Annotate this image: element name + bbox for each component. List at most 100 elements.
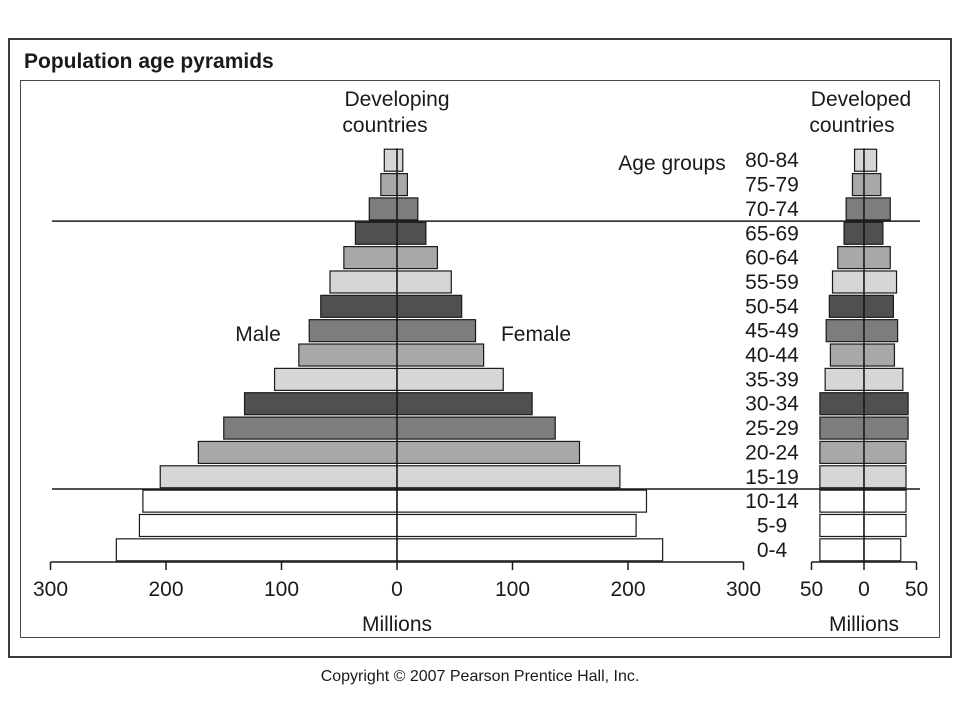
developed-male-bar xyxy=(831,270,865,294)
developing-x-axis-label: Millions xyxy=(362,613,432,636)
developing-male-bar xyxy=(320,294,398,318)
figure-frame xyxy=(8,38,952,658)
developing-female-bar xyxy=(396,294,463,318)
developed-title-line-1: Developed xyxy=(811,88,911,111)
developing-female-bar xyxy=(396,197,419,221)
developed-male-bar xyxy=(819,416,865,440)
bars-layer xyxy=(115,148,909,562)
axes-layer: 300 200 100 0 100 200 300 50 0 50 0-45-910-1415-19… xyxy=(33,148,928,601)
developing-male-bar xyxy=(329,270,398,294)
developed-male-bar xyxy=(824,367,865,391)
developing-female-bar xyxy=(396,343,485,367)
developed-male-bar xyxy=(828,294,865,318)
developing-male-bar xyxy=(273,367,398,391)
age-group-label: 80-84 xyxy=(745,149,799,172)
age-group-label: 0-4 xyxy=(757,539,788,562)
age-group-label: 75-79 xyxy=(745,174,799,197)
developed-male-bar xyxy=(819,440,865,465)
developed-female-bar xyxy=(863,367,904,391)
developed-female-bar xyxy=(863,538,902,562)
developed-female-bar xyxy=(863,246,891,270)
developing-male-bar xyxy=(354,221,398,245)
copyright-text: Copyright © 2007 Pearson Prentice Hall, … xyxy=(320,668,640,685)
developing-female-bar xyxy=(396,513,637,538)
developed-female-bar xyxy=(863,148,878,172)
developing-male-bar xyxy=(380,172,398,197)
developed-female-bar xyxy=(863,392,909,416)
developed-male-bar xyxy=(851,172,865,197)
age-group-label: 45-49 xyxy=(745,320,799,343)
developed-male-bar xyxy=(837,246,865,270)
developing-title-line-1: Developing xyxy=(344,88,449,111)
developed-female-bar xyxy=(863,221,884,245)
developed-male-bar xyxy=(819,489,865,513)
age-group-label: 30-34 xyxy=(745,393,799,416)
developing-x-tick-label: 200 xyxy=(610,578,645,601)
age-group-label: 40-44 xyxy=(745,344,799,367)
developing-male-bar xyxy=(115,538,398,562)
developed-male-bar xyxy=(819,392,865,416)
developed-female-bar xyxy=(863,343,896,367)
developing-male-bar xyxy=(368,197,398,221)
developing-x-tick-label: 100 xyxy=(264,578,299,601)
developing-female-bar xyxy=(396,148,404,172)
age-groups-label: Age groups xyxy=(618,152,725,175)
developed-male-bar xyxy=(845,197,865,221)
developing-female-bar xyxy=(396,270,452,294)
developing-male-bar xyxy=(383,148,398,172)
age-group-label: 25-29 xyxy=(745,417,799,440)
developing-x-tick-label: 100 xyxy=(495,578,530,601)
developing-male-bar xyxy=(308,319,398,343)
age-group-label: 35-39 xyxy=(745,368,799,391)
developing-x-tick-label: 200 xyxy=(148,578,183,601)
developed-female-bar xyxy=(863,465,907,489)
developed-male-bar xyxy=(843,221,865,245)
developing-female-bar xyxy=(396,416,556,440)
developing-female-bar xyxy=(396,367,504,391)
age-group-label: 50-54 xyxy=(745,295,799,318)
developing-x-tick-label: 0 xyxy=(391,578,403,601)
developing-male-bar xyxy=(243,392,398,416)
age-group-label: 5-9 xyxy=(757,514,787,537)
developed-male-bar xyxy=(819,513,865,538)
developing-male-bar xyxy=(159,465,398,489)
developing-female-bar xyxy=(396,221,427,245)
developed-female-bar xyxy=(863,440,907,465)
developing-male-bar xyxy=(298,343,398,367)
developed-male-bar xyxy=(829,343,865,367)
developing-female-bar xyxy=(396,172,408,197)
developing-x-tick-label: 300 xyxy=(33,578,68,601)
developed-female-bar xyxy=(863,513,907,538)
age-group-label: 15-19 xyxy=(745,466,799,489)
developed-male-bar xyxy=(825,319,865,343)
developing-x-tick-label: 300 xyxy=(726,578,761,601)
developed-male-bar xyxy=(819,465,865,489)
age-group-label: 65-69 xyxy=(745,222,799,245)
developing-male-bar xyxy=(343,246,398,270)
age-group-label: 70-74 xyxy=(745,198,799,221)
developed-female-bar xyxy=(863,416,909,440)
developing-female-bar xyxy=(396,465,621,489)
developing-male-bar xyxy=(142,489,398,513)
developed-female-bar xyxy=(863,319,899,343)
developed-female-bar xyxy=(863,172,882,197)
chart-frame xyxy=(20,80,940,638)
developed-x-axis-label: Millions xyxy=(829,613,899,636)
developed-title-line-2: countries xyxy=(809,114,894,137)
age-group-label: 55-59 xyxy=(745,271,799,294)
age-group-label: 60-64 xyxy=(745,247,799,270)
developing-female-bar xyxy=(396,319,477,343)
developing-male-bar xyxy=(223,416,398,440)
developed-x-tick-label: 0 xyxy=(858,578,870,601)
male-label: Male xyxy=(235,323,281,346)
developed-female-bar xyxy=(863,489,907,513)
developed-x-tick-label: 50 xyxy=(800,578,823,601)
age-group-label: 20-24 xyxy=(745,441,799,464)
female-label: Female xyxy=(501,323,571,346)
developing-male-bar xyxy=(197,440,398,465)
developing-female-bar xyxy=(396,489,648,513)
developed-male-bar xyxy=(853,148,865,172)
developed-female-bar xyxy=(863,294,894,318)
age-group-label: 10-14 xyxy=(745,490,799,513)
